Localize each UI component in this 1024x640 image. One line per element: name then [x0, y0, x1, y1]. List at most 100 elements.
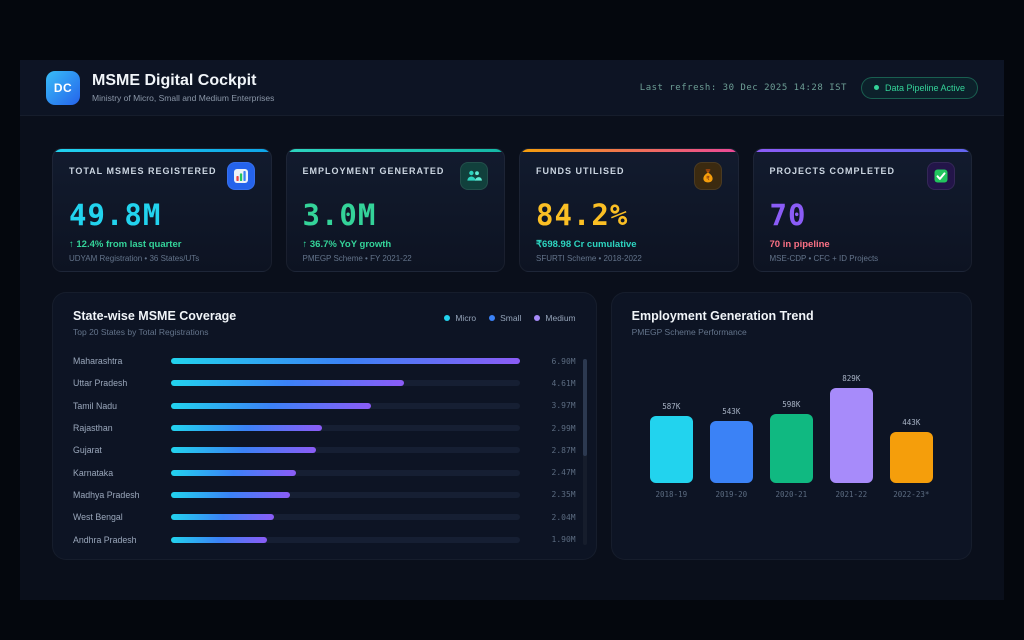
kpi-accent-bar: [753, 149, 971, 152]
state-row-gujarat: Gujarat 2.87M: [73, 439, 576, 461]
people-icon: [460, 162, 488, 190]
state-bar-fill: [171, 469, 296, 476]
state-row-uttar-pradesh: Uttar Pradesh 4.61M: [73, 372, 576, 394]
state-row-tamil-nadu: Tamil Nadu 3.97M: [73, 395, 576, 417]
legend-dot-icon: [534, 315, 541, 321]
trend-bars: 587K 2018-19 543K 2019-20 598K 2020-21 829K 202…: [632, 359, 951, 499]
trend-bar-value: 829K: [842, 374, 861, 383]
kpi-delta: ↑ 36.7% YoY growth: [302, 239, 392, 250]
state-bar-track: [171, 402, 520, 409]
kpi-label: PROJECTS COMPLETED: [769, 166, 896, 176]
state-row-rajasthan: Rajasthan 2.99M: [73, 417, 576, 439]
state-bar-track: [171, 447, 520, 454]
trend-bar-value: 587K: [662, 402, 681, 411]
trend-column-2018-19: 587K 2018-19: [649, 402, 693, 499]
trend-column-2019-20: 543K 2019-20: [709, 407, 753, 499]
legend-label: Small: [500, 313, 522, 323]
trend-bar-value: 598K: [782, 400, 801, 409]
kpi-card-header: EMPLOYMENT GENERATED: [302, 162, 488, 190]
state-bar-fill: [171, 358, 520, 365]
state-value: 2.87M: [551, 445, 576, 455]
trend-chart-header: Employment Generation Trend PMEGP Scheme…: [632, 309, 951, 337]
trend-year-label: 2021-22: [835, 490, 868, 499]
state-chart-panel: State-wise MSME Coverage Top 20 States b…: [52, 292, 597, 560]
legend-item-micro[interactable]: Micro: [444, 313, 476, 323]
trend-year-label: 2018-19: [655, 490, 688, 499]
trend-bar: [709, 421, 753, 483]
page-title: MSME Digital Cockpit: [92, 72, 257, 89]
charts-row: State-wise MSME Coverage Top 20 States b…: [52, 292, 972, 560]
state-chart-scrollbar[interactable]: [582, 359, 587, 545]
kpi-footnote: SFURTI Scheme • 2018-2022: [536, 254, 642, 263]
state-bar-fill: [171, 402, 372, 409]
state-value: 3.97M: [551, 401, 576, 411]
state-label: Uttar Pradesh: [73, 378, 128, 389]
trend-chart-title: Employment Generation Trend: [631, 309, 814, 323]
trend-chart-subtitle: PMEGP Scheme Performance: [631, 327, 747, 337]
pipeline-status-badge[interactable]: Data Pipeline Active: [860, 76, 978, 99]
state-bar-fill: [171, 380, 404, 387]
trend-bar: [649, 416, 693, 483]
state-row-karnataka: Karnataka 2.47M: [73, 461, 576, 483]
state-value: 2.47M: [551, 468, 576, 478]
brand-text: MSME Digital Cockpit Ministry of Micro, …: [92, 72, 274, 103]
content: TOTAL MSMES REGISTERED 49.8M ↑ 12.4% from …: [20, 116, 1004, 560]
trend-bar: [889, 432, 933, 483]
kpi-card-header: TOTAL MSMES REGISTERED: [69, 162, 255, 190]
page-subtitle: Ministry of Micro, Small and Medium Ente…: [92, 93, 275, 103]
kpi-footnote: PMEGP Scheme • FY 2021-22: [302, 254, 412, 263]
legend-label: Medium: [545, 313, 576, 323]
kpi-row: TOTAL MSMES REGISTERED 49.8M ↑ 12.4% from …: [52, 148, 972, 272]
state-value: 2.99M: [551, 423, 576, 433]
kpi-value: 70: [769, 198, 807, 232]
state-value: 2.04M: [551, 512, 576, 522]
kpi-delta: ↑ 12.4% from last quarter: [69, 239, 182, 250]
kpi-card-4: PROJECTS COMPLETED 70 70 in pipeline MSE-CD…: [752, 148, 972, 272]
state-label: Rajasthan: [73, 423, 113, 434]
kpi-card-3: FUNDS UTILISED ₹84.2% ₹698.98 Cr cumulativ…: [519, 148, 739, 272]
state-chart-header: State-wise MSME Coverage Top 20 States b…: [73, 309, 576, 337]
state-label: Andhra Pradesh: [73, 534, 137, 545]
money-bag-icon: ₹: [693, 162, 722, 190]
state-label: Gujarat: [73, 445, 102, 456]
kpi-value: 49.8M: [69, 198, 162, 232]
state-chart-title: State-wise MSME Coverage: [73, 309, 237, 323]
kpi-footnote: MSE-CDP • CFC + ID Projects: [769, 254, 879, 263]
state-row-madhya-pradesh: Madhya Pradesh 2.35M: [73, 484, 576, 506]
svg-text:₹: ₹: [706, 175, 710, 182]
state-bar-track: [171, 358, 520, 365]
last-refresh-timestamp: Last refresh: 30 Dec 2025 14:28 IST: [639, 82, 847, 93]
state-bar-fill: [171, 514, 275, 521]
kpi-footnote: UDYAM Registration • 36 States/UTs: [69, 254, 200, 263]
state-label: Madhya Pradesh: [73, 489, 140, 500]
trend-chart-titles: Employment Generation Trend PMEGP Scheme…: [632, 309, 814, 337]
state-bar-fill: [171, 447, 317, 454]
state-label: West Bengal: [73, 512, 123, 523]
state-label: Karnataka: [73, 467, 114, 478]
scrollbar-thumb[interactable]: [582, 359, 587, 456]
trend-column-2021-22: 829K 2021-22: [829, 374, 873, 499]
legend-dot-icon: [444, 315, 451, 321]
legend-item-small[interactable]: Small: [489, 313, 521, 323]
kpi-label: TOTAL MSMES REGISTERED: [69, 166, 217, 176]
legend-label: Micro: [455, 313, 477, 323]
trend-year-label: 2022-23*: [893, 490, 930, 499]
state-chart-titles: State-wise MSME Coverage Top 20 States b…: [73, 309, 236, 337]
legend-item-medium[interactable]: Medium: [534, 313, 576, 323]
chart-legend: Micro Small Medium: [444, 309, 576, 323]
trend-bar-value: 443K: [902, 418, 921, 427]
dashboard: DC MSME Digital Cockpit Ministry of Micr…: [20, 60, 1004, 600]
check-icon: [927, 162, 955, 190]
kpi-label: EMPLOYMENT GENERATED: [302, 166, 445, 176]
kpi-value: 3.0M: [302, 198, 377, 232]
kpi-accent-bar: [520, 149, 738, 152]
state-bar-track: [171, 491, 520, 498]
state-bar-track: [171, 380, 520, 387]
kpi-card-2: EMPLOYMENT GENERATED 3.0M ↑ 36.7% YoY grow…: [285, 148, 505, 272]
status-dot-icon: [873, 85, 879, 90]
kpi-card-1: TOTAL MSMES REGISTERED 49.8M ↑ 12.4% from …: [52, 148, 272, 272]
state-value: 6.90M: [551, 356, 576, 366]
state-bar-track: [171, 425, 520, 432]
trend-year-label: 2020-21: [775, 490, 808, 499]
kpi-value: 84.2%: [536, 198, 629, 232]
